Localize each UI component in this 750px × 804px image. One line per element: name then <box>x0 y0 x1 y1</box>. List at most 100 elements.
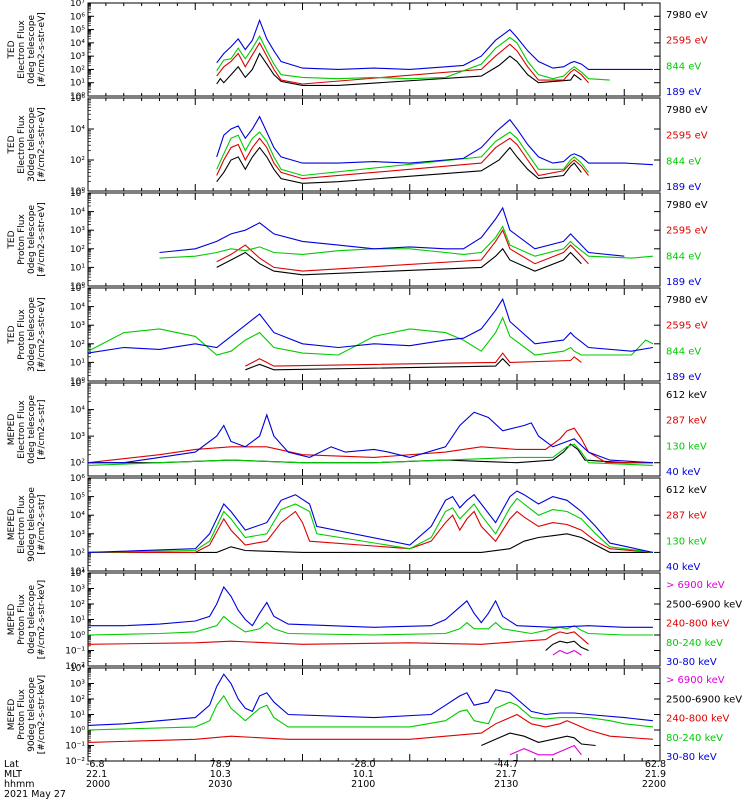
x-tick-value: 62.8 <box>645 759 666 770</box>
series-line <box>88 585 653 628</box>
panel-frame <box>87 287 661 382</box>
series-line <box>88 510 653 553</box>
panel-frame <box>87 97 661 192</box>
y-axis-label-line: TED <box>7 40 17 59</box>
legend-entry: 40 keV <box>666 562 700 573</box>
series-line <box>216 247 582 276</box>
y-axis-label-line: Electron Flux <box>17 20 27 79</box>
legend-entry: > 6900 keV <box>666 580 725 591</box>
series-line <box>88 533 653 553</box>
legend-entry: 30-80 keV <box>666 752 717 763</box>
legend-entry: 2500-6900 keV <box>666 599 742 610</box>
series-line <box>87 631 589 645</box>
y-axis-label-line: TED <box>7 135 17 154</box>
y-tick-label: 10³ <box>70 321 85 331</box>
y-tick-label: 10² <box>70 600 85 610</box>
x-tick-value: 2030 <box>208 779 232 790</box>
x-row-label: hhmm <box>4 779 35 790</box>
series-line <box>87 673 653 726</box>
x-row-label: MLT <box>4 769 22 780</box>
y-tick-label: 10² <box>70 65 85 75</box>
panel-1: 10⁰ 10¹ 10² 10³ 10⁴ 10⁵ 10⁶ 10⁷ TED Electron Flux… <box>7 0 708 102</box>
y-axis-label-line: 90deg telescope <box>27 677 37 752</box>
legend-entry: 844 eV <box>666 156 701 167</box>
x-tick-value: -6.8 <box>86 759 105 770</box>
y-tick-label: 10² <box>70 459 85 469</box>
legend-entry: 240-800 keV <box>666 714 730 725</box>
series-line <box>87 497 653 553</box>
y-axis-label-line: 0deg telescope <box>27 395 37 465</box>
y-tick-label: 10⁴ <box>70 39 85 49</box>
panel-frame <box>87 477 661 572</box>
y-tick-label: 10¹ <box>70 263 85 273</box>
y-axis-label-line: MEPED <box>7 604 17 636</box>
legend-entry: 189 eV <box>666 372 701 383</box>
y-tick-label: 10⁵ <box>70 189 85 199</box>
legend-entry: 612 keV <box>666 390 707 401</box>
y-tick-label: 10⁵ <box>70 379 85 389</box>
series-line <box>159 206 625 257</box>
series-line <box>216 115 653 166</box>
legend-entry: 130 keV <box>666 441 707 452</box>
series-line <box>481 732 596 747</box>
y-tick-label: 10³ <box>70 226 85 236</box>
legend-entry: 7980 eV <box>666 105 708 116</box>
legend-entry: 2500-6900 keV <box>666 694 742 705</box>
legend-entry: 7980 eV <box>666 295 708 306</box>
x-tick-value: 21.7 <box>496 769 517 780</box>
y-tick-label: 10¹ <box>70 711 85 721</box>
legend-entry: 844 eV <box>666 61 701 72</box>
legend-entry: 189 eV <box>666 87 701 98</box>
y-tick-label: 10⁰ <box>70 631 85 641</box>
x-tick-value: 2000 <box>86 779 110 790</box>
y-axis-label-line: Electron Flux <box>17 115 27 174</box>
x-tick-value: -28.0 <box>351 759 376 770</box>
series-line <box>87 297 653 354</box>
y-axis-label-line: 30deg telescope <box>27 107 37 182</box>
y-tick-label: 10⁰ <box>70 726 85 736</box>
series-line <box>545 640 589 652</box>
legend-entry: 287 keV <box>666 416 707 427</box>
panel-frame <box>87 667 661 762</box>
x-tick-value: 10.3 <box>210 769 231 780</box>
x-tick-value: 78.9 <box>210 759 231 770</box>
y-tick-label: 10⁻¹ <box>65 647 85 657</box>
x-tick-value: -44.7 <box>494 759 519 770</box>
legend-entry: 130 keV <box>666 536 707 547</box>
y-axis-label-line: Electron Flux <box>17 495 27 554</box>
legend-entry: 7980 eV <box>666 200 708 211</box>
x-tick-value: 2130 <box>494 779 518 790</box>
y-tick-label: 10⁴ <box>70 406 85 416</box>
y-tick-label: 10⁷ <box>70 0 85 9</box>
panel-3: 10⁰ 10¹ 10² 10³ 10⁴ 10⁵ TED Proton Flux 0deg tel… <box>7 189 708 292</box>
y-tick-label: 10⁰ <box>70 282 85 292</box>
legend-entry: 287 keV <box>666 511 707 522</box>
panel-frame <box>87 2 661 97</box>
panel-2: 10⁰ 10² 10⁴ 10⁶ TED Electron Flux 30deg telesc… <box>7 94 708 197</box>
y-axis-label-line: MEPED <box>7 509 17 541</box>
y-tick-label: 10¹ <box>70 567 85 577</box>
x-row-label: Lat <box>4 759 19 770</box>
y-tick-label: 10² <box>70 245 85 255</box>
y-tick-label: 10⁴ <box>70 125 85 135</box>
y-axis-label-line: [#/cm2-s-str-eV] <box>37 202 47 277</box>
y-tick-label: 10⁻² <box>65 662 85 672</box>
series-line <box>87 316 654 356</box>
y-tick-label: 10⁴ <box>70 208 85 218</box>
y-tick-label: 10⁰ <box>70 377 85 387</box>
series-line <box>87 713 653 743</box>
y-tick-label: 10⁻¹ <box>65 742 85 752</box>
x-tick-value: 22.1 <box>86 769 107 780</box>
panel-4: 10⁰ 10¹ 10² 10³ 10⁴ 10⁵ TED Proton Flux 30deg te… <box>7 284 708 387</box>
series-line <box>87 694 653 731</box>
series-line <box>87 490 654 553</box>
y-tick-label: 10¹ <box>70 616 85 626</box>
y-tick-label: 10⁻² <box>65 757 85 767</box>
series-line <box>509 744 582 756</box>
series-line <box>216 137 589 180</box>
legend-entry: 40 keV <box>666 467 700 478</box>
y-axis-label-line: Proton Flux <box>17 214 27 265</box>
y-axis-label-line: Electron Flux <box>17 400 27 459</box>
